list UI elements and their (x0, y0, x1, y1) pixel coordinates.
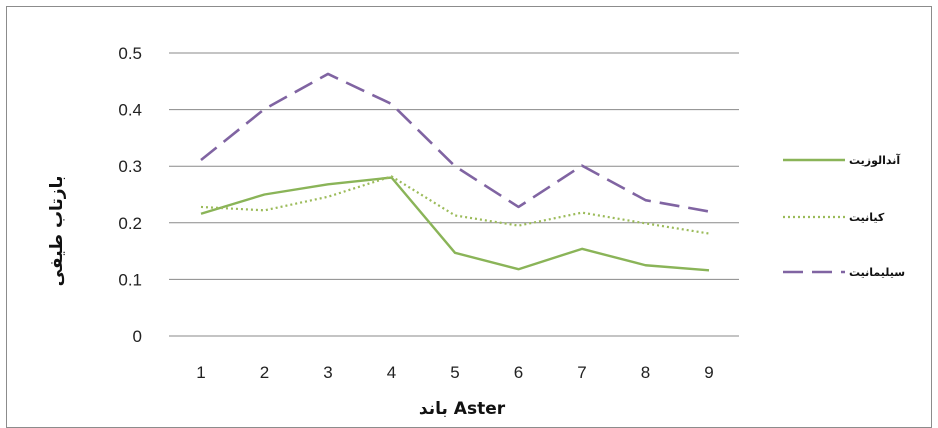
series-line (200, 176, 710, 272)
x-tick-label: 3 (323, 363, 332, 382)
y-tick-label: 0.3 (118, 157, 142, 176)
legend-label: آندالوزیت (849, 153, 900, 167)
x-tick-label: 2 (260, 363, 269, 382)
chart-frame: 0 0.1 0.2 0.3 0.4 0.5 1 2 3 4 5 6 7 8 9 آندالوزیت کیان… (6, 6, 932, 428)
y-axis-title: بازتاب طیفی (47, 176, 67, 287)
x-tick-label: 6 (514, 363, 523, 382)
y-tick-labels: 0 0.1 0.2 0.3 0.4 0.5 (118, 44, 142, 346)
series-lines (200, 72, 710, 272)
y-tick-label: 0.1 (118, 270, 142, 289)
legend-entry: سیلیمانیت (783, 266, 905, 279)
x-tick-label: 8 (641, 363, 650, 382)
legend-label: سیلیمانیت (849, 266, 905, 279)
legend-label: کیانیت (849, 211, 885, 224)
y-tick-label: 0.4 (118, 101, 142, 120)
y-tick-label: 0.5 (118, 44, 142, 63)
x-tick-label: 4 (387, 363, 396, 382)
x-axis-title: باند Aster (419, 399, 506, 417)
x-tick-labels: 1 2 3 4 5 6 7 8 9 (196, 363, 713, 382)
x-tick-label: 7 (577, 363, 586, 382)
legend-entry: کیانیت (783, 211, 885, 224)
x-tick-label: 1 (196, 363, 205, 382)
x-tick-label: 5 (450, 363, 459, 382)
x-tick-label: 9 (704, 363, 713, 382)
series-line (200, 72, 710, 213)
gridlines (169, 52, 739, 337)
line-chart: 0 0.1 0.2 0.3 0.4 0.5 1 2 3 4 5 6 7 8 9 آندالوزیت کیان… (47, 44, 905, 417)
y-tick-label: 0.2 (118, 214, 142, 233)
series-line (200, 175, 710, 235)
legend: آندالوزیت کیانیت سیلیمانیت (783, 153, 905, 279)
y-tick-label: 0 (133, 327, 142, 346)
legend-entry: آندالوزیت (783, 153, 900, 167)
